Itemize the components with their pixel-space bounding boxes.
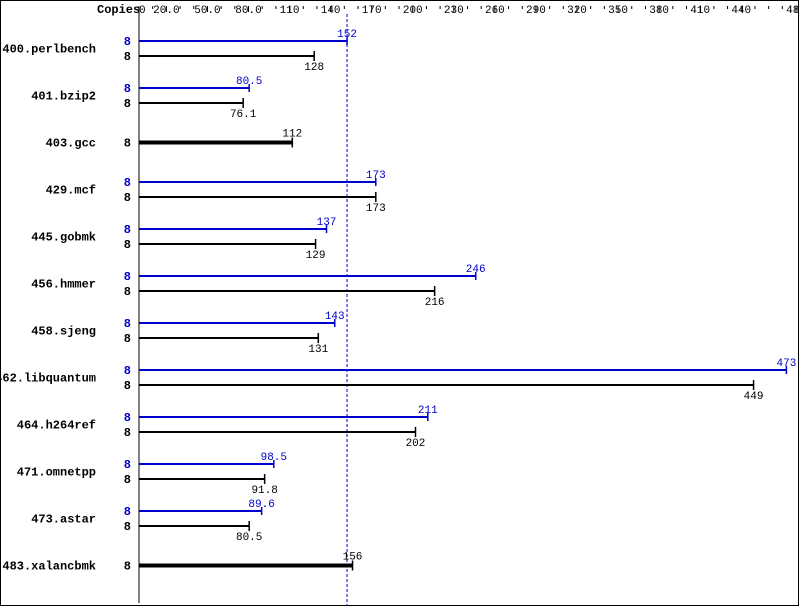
svg-text:429.mcf: 429.mcf [46,184,96,198]
svg-text:110: 110 [280,5,300,17]
svg-text:8: 8 [124,35,131,49]
spec-chart-container: 020.050.080.0110140170200230260290320350… [0,0,799,606]
svg-text:458.sjeng: 458.sjeng [31,325,96,339]
svg-text:8: 8 [124,332,131,346]
svg-text:8: 8 [124,50,131,64]
svg-text:260: 260 [485,5,505,17]
svg-text:8: 8 [124,364,131,378]
svg-text:170: 170 [362,5,382,17]
svg-text:8: 8 [124,560,131,574]
svg-text:173: 173 [366,170,386,182]
svg-text:8: 8 [124,520,131,534]
svg-text:8: 8 [124,379,131,393]
svg-text:320: 320 [567,5,587,17]
svg-text:449: 449 [744,391,764,403]
svg-text:140: 140 [321,5,341,17]
svg-text:143: 143 [325,311,345,323]
svg-text:173: 173 [366,203,386,215]
svg-text:98.5: 98.5 [261,452,287,464]
svg-text:440: 440 [731,5,751,17]
svg-text:483.xalancbmk: 483.xalancbmk [2,560,96,574]
svg-text:8: 8 [124,317,131,331]
svg-text:246: 246 [466,264,486,276]
svg-text:480: 480 [786,5,798,17]
svg-text:473.astar: 473.astar [31,513,96,527]
svg-text:410: 410 [690,5,710,17]
svg-text:290: 290 [526,5,546,17]
svg-text:8: 8 [124,223,131,237]
svg-text:8: 8 [124,137,131,151]
svg-text:456.hmmer: 456.hmmer [31,278,96,292]
svg-text:8: 8 [124,82,131,96]
svg-text:211: 211 [418,405,438,417]
svg-text:403.gcc: 403.gcc [46,137,96,151]
svg-text:80.5: 80.5 [236,76,262,88]
svg-text:400.perlbench: 400.perlbench [2,43,96,57]
svg-text:202: 202 [406,438,426,450]
svg-text:8: 8 [124,458,131,472]
svg-text:401.bzip2: 401.bzip2 [31,90,96,104]
svg-text:76.1: 76.1 [230,109,257,121]
svg-text:473: 473 [777,358,797,370]
svg-text:8: 8 [124,505,131,519]
svg-text:80.5: 80.5 [236,532,262,544]
svg-text:8: 8 [124,426,131,440]
svg-text:8: 8 [124,270,131,284]
svg-text:128: 128 [304,62,324,74]
svg-text:129: 129 [306,250,326,262]
svg-text:445.gobmk: 445.gobmk [31,231,96,245]
svg-text:91.8: 91.8 [251,485,277,497]
svg-text:464.h264ref: 464.h264ref [17,419,96,433]
svg-text:20.0: 20.0 [153,5,179,17]
svg-text:462.libquantum: 462.libquantum [1,372,96,386]
svg-text:Copies: Copies [97,3,140,17]
svg-text:200: 200 [403,5,423,17]
svg-text:152: 152 [337,29,357,41]
svg-text:156: 156 [343,552,363,564]
svg-text:471.omnetpp: 471.omnetpp [17,466,96,480]
svg-text:8: 8 [124,285,131,299]
svg-text:80.0: 80.0 [235,5,261,17]
svg-text:8: 8 [124,473,131,487]
svg-text:131: 131 [308,344,328,356]
svg-text:8: 8 [124,176,131,190]
svg-text:8: 8 [124,238,131,252]
svg-text:8: 8 [124,191,131,205]
svg-text:8: 8 [124,411,131,425]
svg-text:50.0: 50.0 [194,5,220,17]
svg-text:380: 380 [649,5,669,17]
svg-text:230: 230 [444,5,464,17]
svg-text:112: 112 [282,129,302,141]
svg-text:8: 8 [124,97,131,111]
svg-text:137: 137 [317,217,337,229]
svg-text:89.6: 89.6 [248,499,274,511]
spec-chart-svg: 020.050.080.0110140170200230260290320350… [1,1,798,605]
svg-text:216: 216 [425,297,445,309]
svg-text:350: 350 [608,5,628,17]
